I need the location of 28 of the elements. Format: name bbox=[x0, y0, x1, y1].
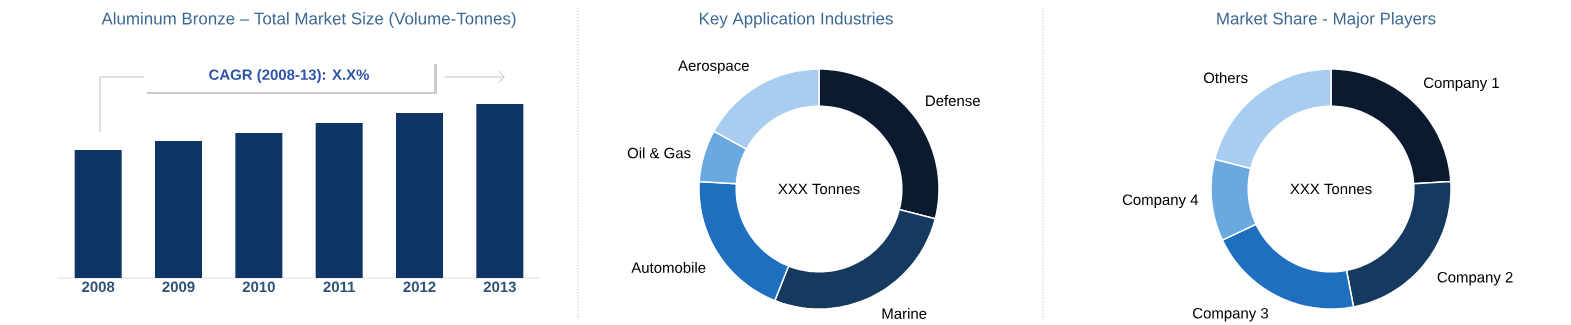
bar bbox=[155, 141, 203, 278]
x-tick-label: 2009 bbox=[162, 281, 195, 293]
chart-title: Aluminum Bronze – Total Market Size (Volume-Tonnes) bbox=[101, 12, 516, 28]
x-tick-label: 2010 bbox=[242, 281, 275, 293]
slice-label: Company 4 bbox=[1122, 194, 1199, 208]
bar bbox=[235, 133, 283, 278]
slice-label: Company 3 bbox=[1193, 307, 1269, 322]
x-tick-label: 2012 bbox=[403, 281, 436, 293]
slice-label: Company 1 bbox=[1423, 77, 1499, 92]
text: CAGR (2008-13): X.X% bbox=[209, 69, 370, 83]
bar bbox=[74, 149, 122, 278]
chart-title: Key Application Industries bbox=[699, 12, 893, 28]
x-tick-label: 2008 bbox=[82, 281, 115, 293]
x-tick-label: 2013 bbox=[483, 281, 516, 293]
bar bbox=[315, 122, 363, 278]
text: XXX Tonnes bbox=[778, 183, 860, 195]
bar bbox=[396, 113, 444, 278]
slice-label: Automobile bbox=[631, 262, 706, 273]
slice-label: Defense bbox=[926, 95, 980, 107]
slice-label: Oil & Gas bbox=[627, 147, 691, 159]
chart-title: Market Share - Major Players bbox=[1217, 12, 1436, 28]
slice-label: Others bbox=[1203, 72, 1248, 84]
bar bbox=[476, 104, 524, 278]
slice-label: Aerospace bbox=[678, 60, 749, 74]
slice-label: Company 2 bbox=[1437, 271, 1513, 286]
text: XXX Tonnes bbox=[1290, 183, 1372, 195]
x-tick-label: 2011 bbox=[323, 281, 355, 293]
slice-label: Marine bbox=[882, 307, 927, 319]
